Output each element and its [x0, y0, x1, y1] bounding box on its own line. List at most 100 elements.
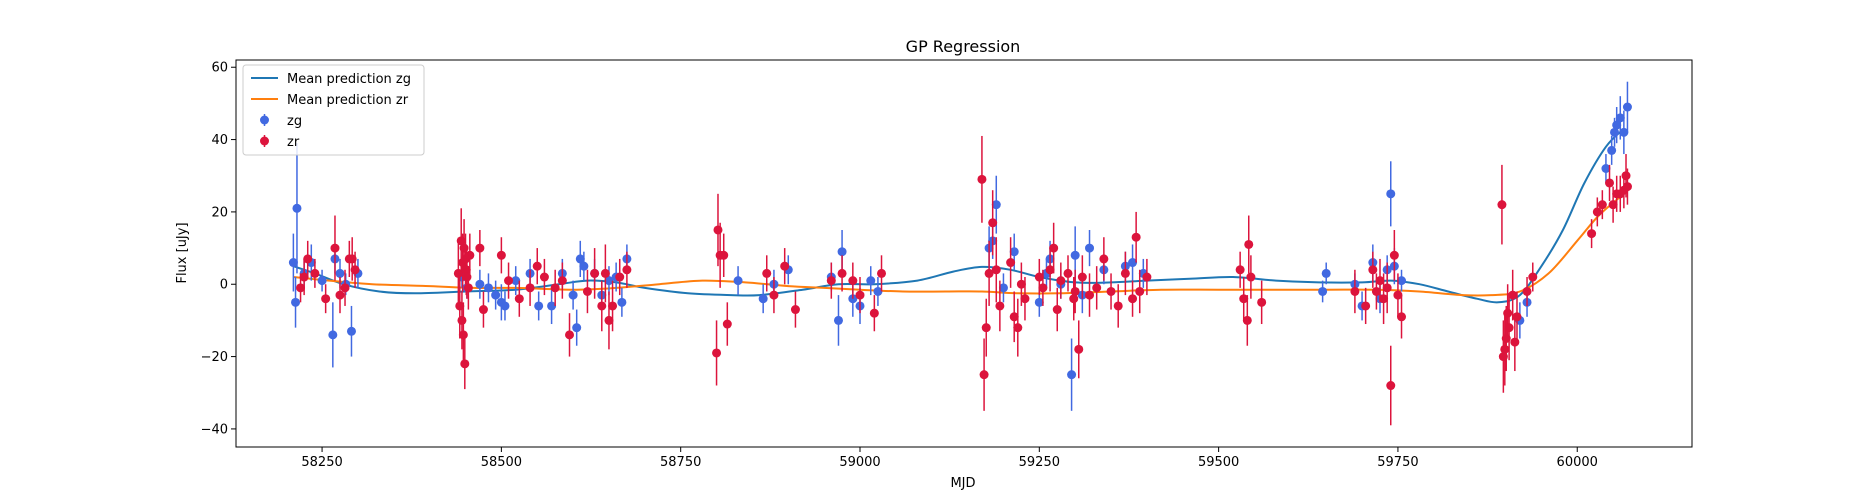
y-tick-label: 0	[220, 278, 228, 293]
marker	[346, 326, 356, 336]
marker	[335, 268, 345, 278]
marker	[582, 286, 592, 296]
data-point-zr	[1500, 313, 1510, 386]
data-point-zr	[1013, 298, 1023, 357]
data-point-zg	[288, 233, 298, 292]
marker	[984, 268, 994, 278]
marker	[826, 276, 836, 286]
data-point-zg	[733, 266, 743, 296]
data-point-zr	[981, 298, 991, 357]
data-point-zr	[330, 215, 340, 281]
marker	[1085, 243, 1095, 253]
data-point-zr	[1069, 277, 1079, 321]
data-point-zr	[1503, 284, 1513, 343]
y-tick-label: −40	[201, 422, 228, 437]
marker	[303, 254, 313, 264]
data-point-zr	[1242, 295, 1252, 346]
data-point-zg	[758, 284, 768, 314]
marker	[1045, 265, 1055, 275]
data-point-zr	[762, 255, 772, 292]
marker	[1106, 286, 1116, 296]
marker	[465, 250, 475, 260]
data-point-zg	[1619, 110, 1629, 155]
data-point-zr	[539, 258, 549, 296]
marker	[617, 297, 627, 307]
marker	[1052, 305, 1062, 315]
marker	[713, 225, 723, 235]
marker	[1092, 283, 1102, 293]
plot-area	[288, 81, 1632, 426]
data-point-zr	[1597, 190, 1607, 220]
data-point-zg	[511, 266, 521, 296]
data-point-zr	[995, 280, 1005, 332]
marker	[1375, 276, 1385, 286]
marker	[604, 315, 614, 325]
y-axis-label: Flux [uJy]	[175, 222, 190, 283]
marker	[991, 265, 1001, 275]
marker	[848, 276, 858, 286]
data-point-zr	[590, 248, 600, 299]
data-point-zg	[572, 309, 582, 346]
marker	[335, 290, 345, 300]
marker	[1113, 301, 1123, 311]
marker	[1510, 337, 1520, 347]
marker	[869, 308, 879, 318]
data-point-zr	[532, 248, 542, 285]
data-point-zr	[1085, 273, 1095, 317]
marker	[873, 286, 883, 296]
data-point-zr	[1361, 287, 1371, 325]
x-axis-label: MJD	[950, 476, 975, 491]
data-point-zr	[1074, 320, 1084, 379]
data-point-zg	[1397, 269, 1407, 292]
data-point-zr	[1244, 215, 1254, 274]
marker	[1135, 286, 1145, 296]
data-point-zr	[1587, 219, 1597, 249]
data-point-zr	[984, 240, 994, 306]
data-point-zr	[826, 262, 836, 299]
data-point-zr	[604, 291, 614, 350]
data-point-zr	[299, 258, 309, 296]
marker	[769, 290, 779, 300]
legend: Mean prediction zg Mean prediction zr zg…	[242, 64, 425, 156]
marker	[1397, 312, 1407, 322]
marker	[1049, 243, 1059, 253]
y-tick-label: 40	[211, 133, 228, 148]
marker	[1508, 290, 1518, 300]
data-point-zg	[1318, 280, 1328, 303]
data-point-zr	[565, 313, 575, 357]
marker	[733, 276, 743, 286]
marker	[608, 301, 618, 311]
data-point-zr	[1049, 222, 1059, 274]
marker	[1379, 294, 1389, 304]
marker	[1350, 286, 1360, 296]
data-point-zr	[869, 295, 879, 332]
data-point-zr	[1497, 164, 1507, 245]
x-tick-label: 58250	[301, 455, 342, 470]
marker	[758, 294, 768, 304]
marker	[1386, 381, 1396, 391]
marker	[604, 276, 614, 286]
marker	[1503, 308, 1513, 318]
marker	[1386, 189, 1396, 199]
data-point-zr	[1142, 258, 1152, 296]
data-point-zg	[1128, 244, 1138, 281]
marker	[722, 319, 732, 329]
data-point-zr	[991, 237, 1001, 303]
marker	[998, 283, 1008, 293]
data-point-zr	[1131, 211, 1141, 263]
data-point-zg	[547, 287, 557, 325]
data-point-zr	[582, 269, 592, 314]
data-point-zr	[1135, 269, 1145, 314]
marker	[1246, 272, 1256, 282]
marker	[1607, 145, 1617, 155]
marker	[496, 250, 506, 260]
data-point-zg	[291, 277, 301, 328]
legend-zg-label: zg	[287, 114, 302, 129]
legend-mean-zg-label: Mean prediction zg	[287, 72, 411, 87]
marker	[1601, 164, 1611, 174]
data-point-zr	[790, 291, 800, 328]
marker	[833, 315, 843, 325]
data-point-zg	[317, 269, 327, 292]
data-point-zr	[1375, 258, 1385, 303]
marker	[317, 276, 327, 286]
